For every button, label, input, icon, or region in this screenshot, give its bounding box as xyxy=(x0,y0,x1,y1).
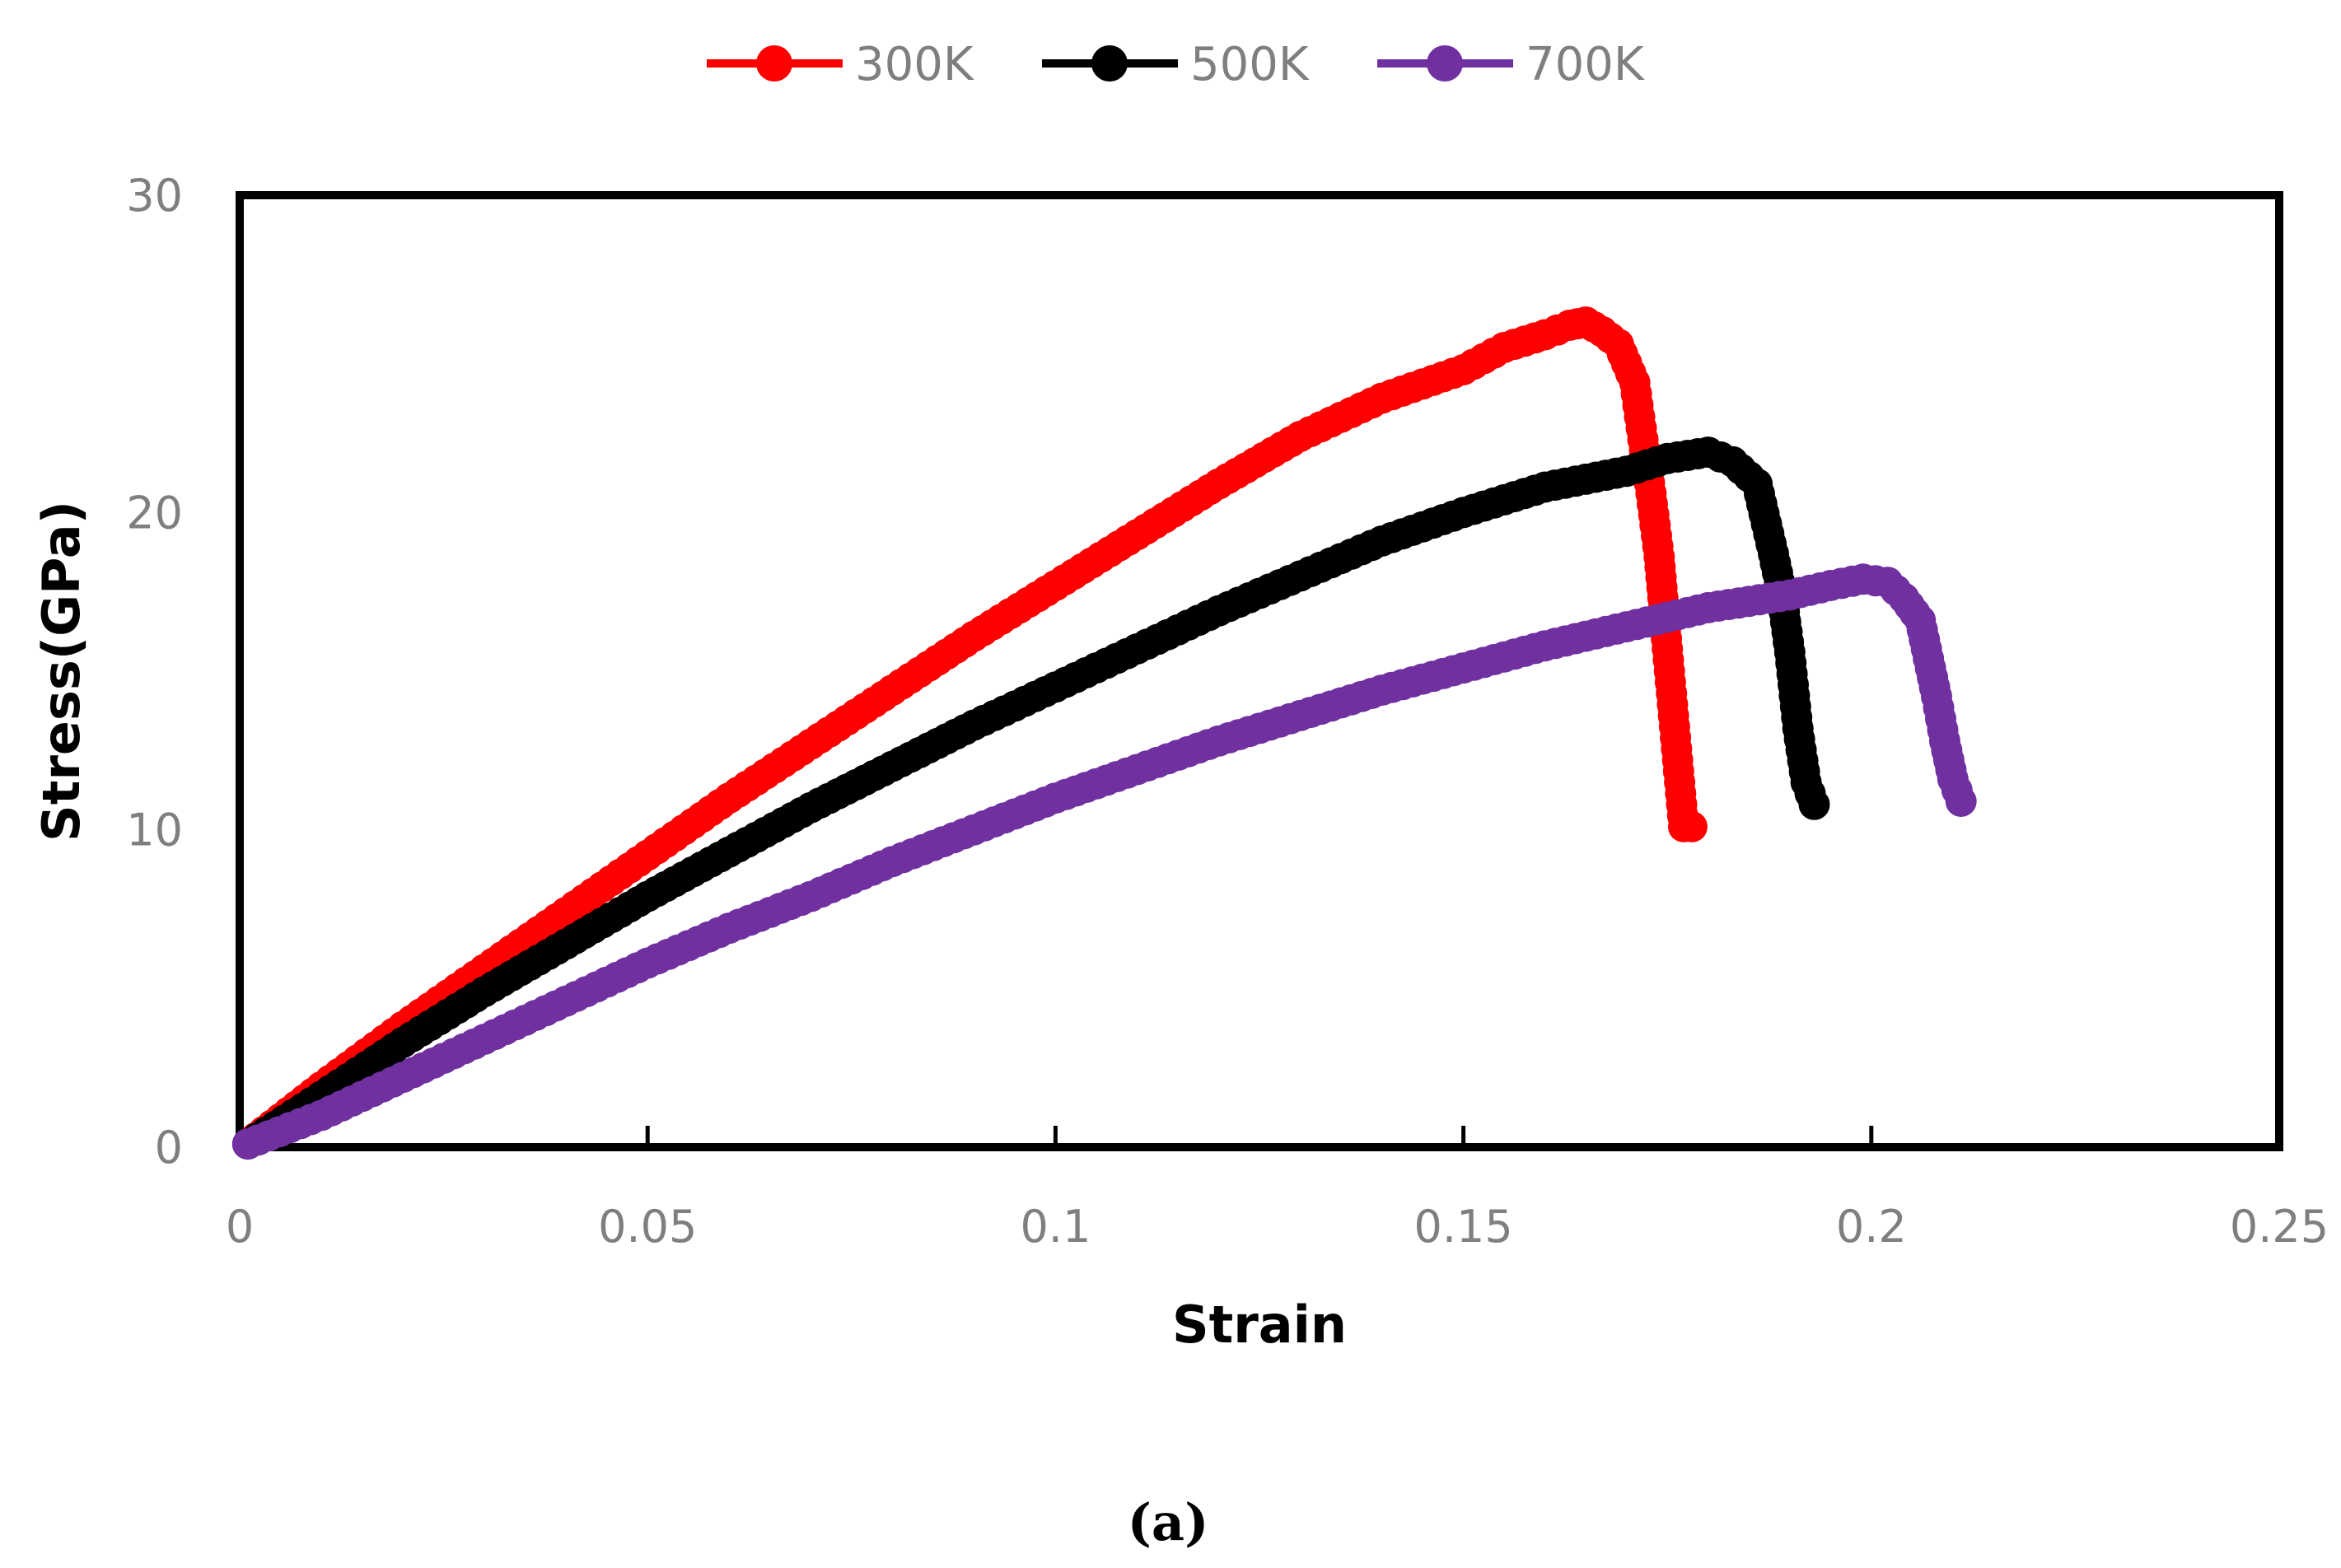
data-point xyxy=(1675,810,1708,842)
legend-swatch-marker xyxy=(1427,45,1463,82)
x-tick-label: 0.1 xyxy=(1020,1201,1091,1253)
series-layer xyxy=(231,306,1977,1160)
x-tick-label: 0.15 xyxy=(1413,1201,1512,1253)
series-500K xyxy=(231,436,1830,1160)
legend-label: 700K xyxy=(1526,38,1645,91)
x-tick-marks xyxy=(645,1126,1874,1144)
legend: 300K 500K 700K xyxy=(707,38,1645,91)
y-tick-labels: 0 10 20 30 xyxy=(126,170,183,1174)
y-tick-label: 0 xyxy=(155,1122,183,1174)
data-point xyxy=(1945,786,1977,817)
legend-label: 300K xyxy=(855,38,974,91)
x-axis-title: Strain xyxy=(1172,1295,1347,1355)
y-tick-label: 30 xyxy=(126,170,183,222)
figure-caption: (a) xyxy=(1128,1492,1209,1552)
y-axis-title: Stress(GPa) xyxy=(31,501,91,842)
series-700K xyxy=(231,563,1977,1160)
legend-swatch-marker xyxy=(756,45,792,82)
legend-item-500K: 500K xyxy=(1042,38,1310,91)
legend-item-700K: 700K xyxy=(1377,38,1645,91)
x-tick-label: 0 xyxy=(226,1201,254,1253)
x-tick-labels: 0 0.05 0.1 0.15 0.2 0.25 xyxy=(226,1201,2329,1253)
y-tick-label: 20 xyxy=(126,487,183,539)
plot-frame xyxy=(236,191,2283,1151)
legend-item-300K: 300K xyxy=(707,38,974,91)
x-tick-label: 0.05 xyxy=(598,1201,697,1253)
y-tick-label: 10 xyxy=(126,805,183,856)
data-point xyxy=(1798,788,1830,820)
legend-label: 500K xyxy=(1190,38,1310,91)
legend-swatch-marker xyxy=(1091,45,1128,82)
x-tick-label: 0.2 xyxy=(1836,1201,1907,1253)
x-tick-label: 0.25 xyxy=(2230,1201,2329,1253)
